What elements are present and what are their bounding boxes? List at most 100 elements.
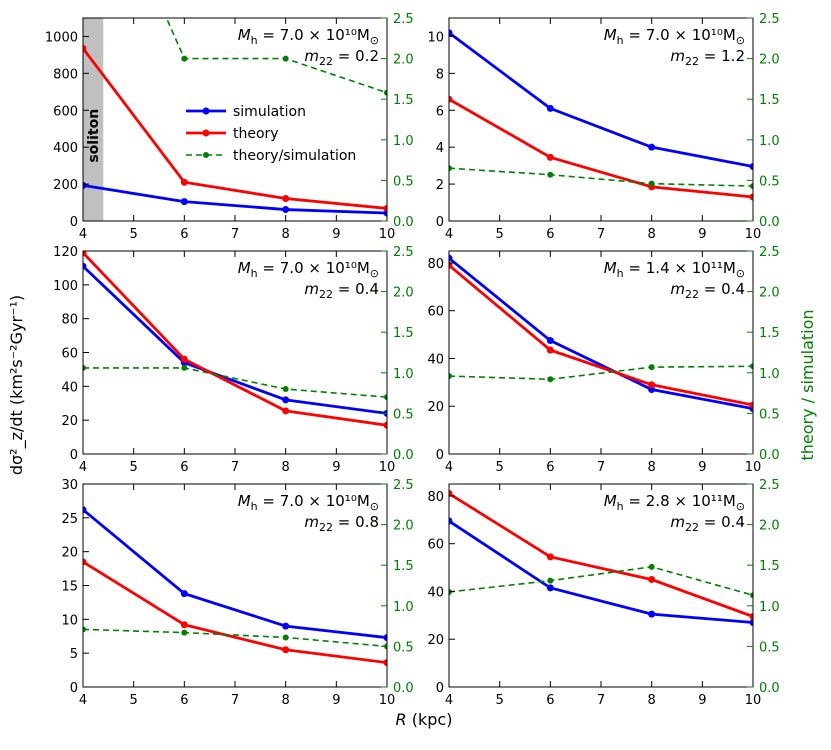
x-tick-label: 8 (282, 227, 290, 242)
plot-area (449, 29, 753, 201)
ratio-point-3 (282, 634, 289, 641)
y2-tick-label: 2.5 (759, 12, 780, 27)
simulation-point-3 (282, 396, 290, 404)
y2-tick-label: 2.0 (393, 53, 414, 68)
simulation-line (83, 184, 387, 215)
legend-label-simulation: simulation (233, 104, 306, 120)
y-tick-label: 25 (61, 512, 78, 527)
y-tick-label: 0 (70, 215, 78, 230)
x-tick-label: 9 (698, 460, 706, 475)
x-tick-label: 6 (546, 693, 554, 708)
theory-point-2 (180, 355, 188, 363)
x-tick-label: 5 (496, 693, 504, 708)
legend-marker-simulation (202, 107, 210, 115)
y2-tick-label: 0.5 (759, 174, 780, 189)
y-tick-label: 0 (436, 681, 444, 696)
theory-point-1 (83, 558, 87, 566)
x-tick-label: 5 (130, 460, 138, 475)
y-tick-label: 80 (427, 257, 444, 272)
ratio-point-3 (648, 180, 655, 187)
y-tick-label: 80 (61, 313, 78, 328)
x-tick-label: 7 (231, 227, 239, 242)
x-tick-label: 6 (180, 693, 188, 708)
theory-point-2 (546, 346, 554, 354)
ratio-point-3 (282, 55, 289, 62)
x-tick-label: 8 (648, 460, 656, 475)
x-tick-label: 8 (648, 693, 656, 708)
ratio-point-4 (384, 89, 387, 96)
x-tick-label: 5 (496, 227, 504, 242)
x-tick-label: 6 (180, 227, 188, 242)
x-tick-label: 10 (745, 460, 762, 475)
ratio-point-1 (449, 373, 452, 380)
simulation-point-3 (648, 610, 656, 618)
panel-1: soliton 4 5 6 7 8 9 10 0 200 400 600 800 1000 0.0 0.5 1.… (45, 12, 414, 242)
theory-point-3 (648, 381, 656, 389)
legend: simulation theory theory/simulation (186, 104, 356, 164)
theory-point-4 (749, 193, 753, 201)
y2-tick-label: 0.0 (759, 681, 780, 696)
y2-tick-label: 0.5 (759, 407, 780, 422)
y2-tick-label: 2.5 (393, 478, 414, 493)
y-tick-label: 800 (53, 67, 78, 82)
y2-tick-label: 2.0 (759, 286, 780, 301)
y-tick-label: 8 (436, 67, 444, 82)
x-tick-label: 8 (648, 227, 656, 242)
x-tick-label: 10 (745, 227, 762, 242)
y-tick-label: 0 (70, 448, 78, 463)
annotation-m22: m22 = 0.4 (304, 280, 379, 301)
x-tick-label: 9 (698, 227, 706, 242)
theory-point-2 (546, 153, 554, 161)
y-tick-label: 60 (427, 305, 444, 320)
y2-tick-label: 2.0 (393, 286, 414, 301)
annotation-m22: m22 = 0.4 (670, 280, 745, 301)
y2-tick-label: 0.0 (393, 448, 414, 463)
y-tick-label: 100 (53, 279, 78, 294)
y2-tick-label: 1.5 (759, 93, 780, 108)
ratio-point-4 (750, 183, 753, 190)
y-tick-label: 400 (53, 141, 78, 156)
simulation-line (449, 31, 753, 168)
simulation-point-4 (749, 163, 753, 171)
theory-point-4 (383, 421, 387, 429)
y2-tick-label: 1.5 (759, 326, 780, 341)
y-tick-label: 80 (427, 490, 444, 505)
x-axis-label: R (kpc) (396, 710, 453, 729)
x-tick-label: 7 (231, 693, 239, 708)
legend-marker-theory (202, 129, 210, 137)
simulation-point-1 (449, 29, 453, 37)
ratio-line (83, 628, 387, 648)
ratio-point-3 (648, 364, 655, 371)
ratio-point-2 (181, 629, 188, 636)
x-tick-label: 7 (597, 227, 605, 242)
x-tick-label: 6 (180, 460, 188, 475)
y2-tick-label: 2.0 (393, 519, 414, 534)
x-tick-label: 7 (597, 460, 605, 475)
x-tick-label: 9 (332, 693, 340, 708)
ratio-point-4 (750, 363, 753, 370)
x-tick-label: 4 (445, 460, 453, 475)
x-tick-label: 8 (282, 460, 290, 475)
y2-tick-label: 1.5 (393, 559, 414, 574)
simulation-point-3 (282, 622, 290, 630)
simulation-line (449, 257, 753, 410)
y2-tick-label: 0.0 (393, 215, 414, 230)
y-tick-label: 20 (61, 414, 78, 429)
simulation-point-1 (449, 517, 453, 525)
ratio-line (165, 18, 387, 94)
x-tick-label: 9 (332, 460, 340, 475)
simulation-point-1 (83, 506, 87, 514)
y2-tick-label: 2.5 (759, 478, 780, 493)
theory-point-2 (546, 553, 554, 561)
simulation-point-4 (749, 619, 753, 627)
y-tick-label: 200 (53, 178, 78, 193)
annotation-m22: m22 = 0.2 (304, 47, 379, 68)
x-tick-label: 4 (79, 693, 87, 708)
y2-tick-label: 0.0 (393, 681, 414, 696)
x-tick-label: 10 (379, 460, 396, 475)
theory-point-1 (83, 251, 87, 257)
y2-tick-label: 1.0 (393, 367, 414, 382)
y-tick-label: 60 (61, 347, 78, 362)
y2-tick-label: 2.5 (759, 245, 780, 260)
y2-tick-label: 0.5 (393, 174, 414, 189)
